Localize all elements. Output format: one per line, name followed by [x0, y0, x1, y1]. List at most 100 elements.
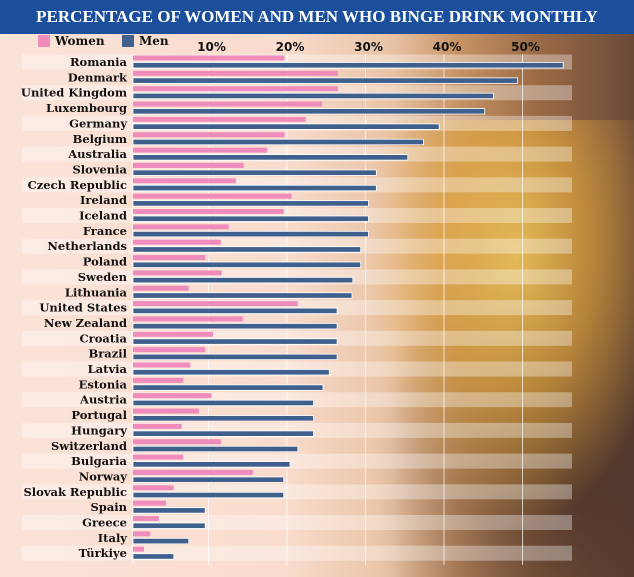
bar-men: [132, 276, 354, 284]
category-label: United States: [39, 301, 127, 315]
bar-men: [132, 230, 369, 238]
bar-men: [132, 507, 206, 514]
x-tick-label: 30%: [354, 40, 383, 54]
bar-men: [132, 123, 440, 130]
category-label: Slovak Republic: [23, 485, 127, 499]
bar-men: [132, 415, 314, 422]
bar-women: [133, 485, 174, 491]
category-label: Italy: [98, 531, 128, 545]
bar-men: [132, 476, 285, 483]
bar-women: [133, 516, 159, 521]
background-photo: [340, 120, 634, 577]
bar-men: [132, 323, 338, 330]
category-label: Belgium: [73, 132, 127, 146]
bar-men: [132, 138, 424, 146]
bar-women: [133, 454, 184, 460]
bar-men: [132, 108, 486, 115]
bar-men: [132, 491, 285, 499]
bar-women: [133, 178, 236, 184]
category-label: Türkiye: [79, 546, 127, 560]
category-label: Portugal: [71, 408, 127, 422]
bar-men: [132, 445, 299, 453]
x-tick-label: 20%: [275, 40, 305, 54]
legend-women: Women: [38, 34, 105, 48]
category-label: Estonia: [79, 377, 128, 391]
category-label: Sweden: [78, 270, 128, 284]
bar-women: [133, 209, 284, 214]
bar-women: [133, 439, 221, 445]
legend-swatch-men: [122, 35, 134, 47]
bar-women: [133, 546, 144, 552]
bar-men: [132, 261, 362, 268]
bar-women: [133, 270, 222, 276]
bar-women: [133, 70, 338, 76]
bar-women: [133, 316, 243, 322]
category-label: Germany: [69, 116, 127, 130]
bar-women: [133, 162, 244, 168]
category-label: Switzerland: [51, 439, 127, 453]
category-label: Spain: [90, 500, 127, 514]
x-tick-label: 40%: [432, 40, 462, 54]
bar-women: [133, 500, 166, 506]
chart-title: PERCENTAGE OF WOMEN AND MEN WHO BINGE DR…: [0, 0, 634, 34]
category-label: Ireland: [80, 193, 127, 207]
bar-women: [133, 331, 214, 337]
category-label: Norway: [79, 469, 128, 483]
category-label: Denmark: [68, 70, 128, 84]
legend-swatch-women: [38, 35, 50, 47]
category-label: Austria: [79, 393, 127, 407]
bar-women: [133, 147, 268, 153]
bar-women: [133, 224, 229, 230]
category-label: Iceland: [79, 209, 127, 223]
bar-women: [133, 101, 323, 107]
bar-men: [132, 399, 314, 407]
bar-men: [132, 200, 369, 207]
bar-women: [133, 423, 182, 429]
bar-men: [132, 338, 338, 345]
bar-women: [133, 347, 206, 353]
bar-women: [133, 285, 189, 291]
category-label: Greece: [82, 516, 127, 530]
bar-women: [133, 301, 298, 307]
bar-women: [133, 132, 285, 138]
bar-women: [133, 408, 199, 414]
bar-men: [132, 154, 409, 161]
category-label: Hungary: [71, 423, 127, 437]
bar-men: [132, 92, 494, 100]
x-tick-label: 50%: [511, 40, 540, 54]
category-label: Slovenia: [72, 162, 127, 176]
bar-women: [133, 362, 191, 368]
category-label: United Kingdom: [21, 86, 127, 100]
bar-men: [132, 384, 324, 391]
legend-label-men: Men: [139, 34, 169, 48]
legend-men: Men: [122, 34, 169, 48]
bar-men: [132, 369, 330, 376]
bar-men: [132, 553, 175, 560]
bar-women: [133, 86, 338, 92]
category-label: New Zealand: [44, 316, 127, 330]
legend-label-women: Women: [55, 34, 105, 48]
bar-men: [132, 430, 314, 437]
bar-women: [133, 193, 292, 199]
category-label: Latvia: [88, 362, 128, 376]
category-label: Bulgaria: [71, 454, 127, 468]
category-label: Luxembourg: [46, 101, 127, 115]
bar-men: [132, 169, 377, 176]
bar-women: [133, 393, 212, 399]
bar-women: [133, 116, 306, 122]
bar-men: [132, 537, 190, 545]
category-label: Croatia: [80, 331, 128, 345]
x-tick-label: 10%: [197, 40, 226, 54]
bar-men: [132, 522, 206, 529]
bar-men: [132, 184, 377, 192]
category-label: Czech Republic: [28, 178, 127, 192]
category-label: Poland: [83, 255, 127, 269]
category-label: Romania: [70, 55, 128, 69]
bar-men: [132, 77, 519, 84]
bar-men: [132, 353, 338, 361]
bar-men: [132, 62, 564, 69]
bar-women: [133, 469, 254, 475]
bar-women: [133, 255, 206, 261]
category-label: Lithuania: [65, 285, 128, 299]
